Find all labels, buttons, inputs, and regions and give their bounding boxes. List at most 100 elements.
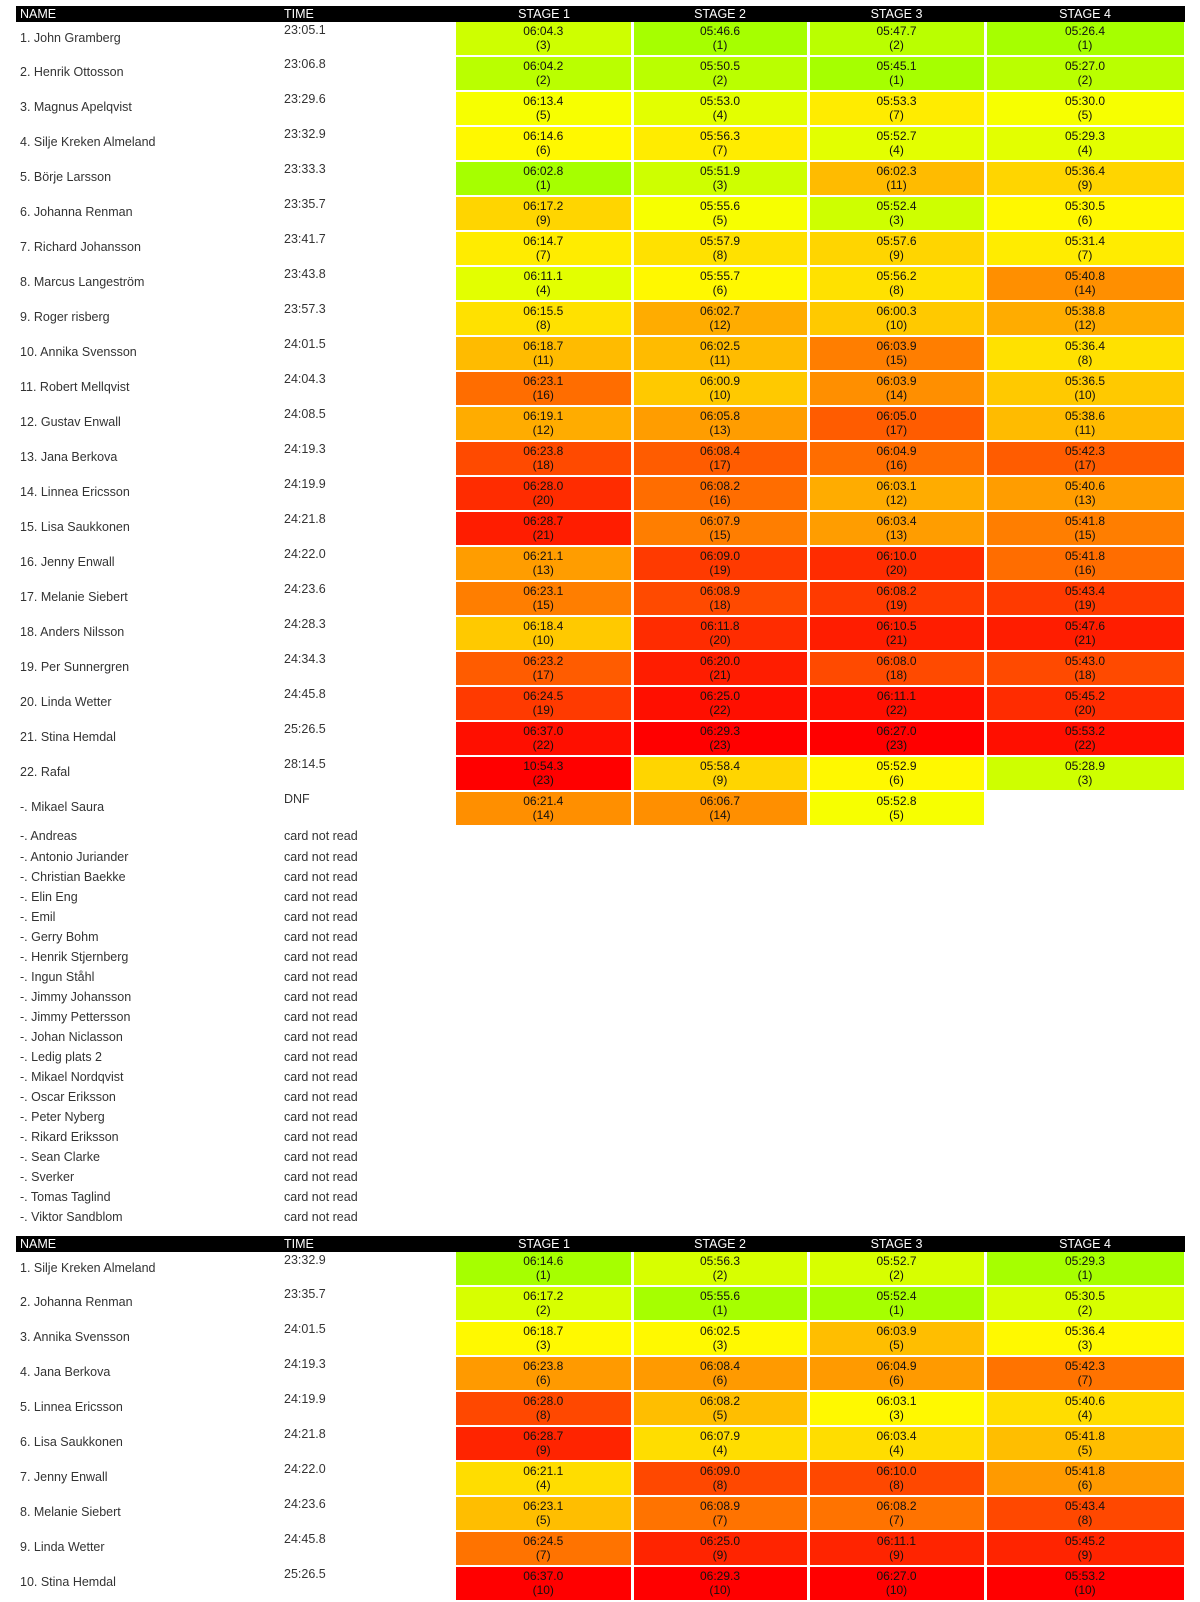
stage-time: 06:03.9 [876, 374, 917, 388]
stage-rank: (9) [712, 773, 728, 787]
empty-cell [808, 907, 985, 927]
stage-rank: (14) [885, 388, 908, 402]
header-stage-2: STAGE 2 [632, 1236, 808, 1252]
stage-3-cell: 06:04.9 (6) [808, 1356, 987, 1392]
stage-rank: (17) [532, 668, 554, 682]
racer-name: -. Ledig plats 2 [20, 1050, 102, 1064]
stage-time: 05:26.4 [1064, 24, 1106, 38]
stage-time: 06:08.4 [699, 444, 741, 458]
stage-rank: (13) [1074, 493, 1096, 507]
stage-time: 05:40.6 [1064, 1394, 1106, 1408]
stage-rank: (4) [535, 283, 551, 297]
stage-2-cell: 06:07.9 (4) [632, 1426, 810, 1462]
stage-rank: (7) [1077, 248, 1093, 262]
table-row: 10. Annika Svensson 24:01.5 06:18.7 (11) 06:… [16, 336, 1187, 372]
stage-4-cell: 05:26.4 (1) [985, 22, 1187, 57]
stage-rank: (22) [885, 703, 908, 717]
stage-rank: (6) [889, 773, 904, 787]
stage-time: 05:30.5 [1064, 199, 1106, 213]
card-status: card not read [284, 1130, 358, 1144]
stage-time: 06:08.9 [699, 584, 741, 598]
racer-name: 1. Silje Kreken Almeland [20, 1261, 156, 1275]
stage-4-cell: 05:41.8 (16) [985, 546, 1187, 582]
stage-rank: (12) [532, 423, 554, 437]
stage-3-cell: 06:03.9 (15) [808, 336, 987, 372]
stage-time: 06:24.5 [523, 689, 564, 703]
racer-name: -. Christian Baekke [20, 870, 126, 884]
stage-time: 06:08.4 [699, 1359, 741, 1373]
stage-time: 06:25.0 [699, 1534, 741, 1548]
stage-time: 06:08.2 [699, 1394, 741, 1408]
stage-3-cell: 06:03.9 (5) [808, 1321, 987, 1357]
stage-time: 05:47.7 [876, 24, 917, 38]
table-row: 22. Rafal 28:14.5 10:54.3 (23) 05:58.4 (9) 05:… [16, 756, 1187, 792]
stage-1-cell: 06:02.8 (1) [456, 161, 634, 197]
card-status: card not read [284, 970, 358, 984]
stage-time: 06:28.7 [523, 1429, 564, 1443]
stage-time: 06:23.8 [523, 444, 564, 458]
racer-name: -. Antonio Juriander [20, 850, 129, 864]
stage-3-cell: 06:08.0 (18) [808, 651, 987, 687]
empty-cell [632, 987, 808, 1007]
stage-rank: (7) [712, 1513, 728, 1527]
racer-name: -. Gerry Bohm [20, 930, 99, 944]
card-status: card not read [284, 870, 358, 884]
total-time: 24:23.6 [284, 582, 326, 596]
stage-time: 05:53.0 [699, 94, 741, 108]
empty-cell [808, 1047, 985, 1067]
stage-time: 06:23.1 [523, 584, 564, 598]
racer-name: -. Henrik Stjernberg [20, 950, 129, 964]
stage-time: 06:10.0 [876, 549, 917, 563]
empty-cell [985, 1067, 1185, 1087]
stage-rank: (13) [532, 563, 554, 577]
empty-cell [985, 907, 1185, 927]
empty-cell [985, 947, 1185, 967]
table-body: 1. Silje Kreken Almeland 23:32.9 06:14.6 (1… [16, 1252, 1187, 1602]
racer-name: 22. Rafal [20, 765, 71, 779]
stage-time: 06:29.3 [699, 724, 741, 738]
stage-4-cell: 05:29.3 (1) [985, 1252, 1187, 1287]
card-status: card not read [284, 930, 358, 944]
stage-1-cell: 06:37.0 (10) [456, 1566, 634, 1602]
stage-2-cell: 05:57.9 (8) [632, 231, 810, 267]
stage-rank: (1) [535, 1268, 551, 1282]
stage-1-cell: 06:24.5 (7) [456, 1531, 634, 1567]
stage-time: 05:56.2 [876, 269, 917, 283]
stage-3-cell: 06:10.0 (20) [808, 546, 987, 582]
stage-time: 05:55.6 [699, 1289, 741, 1303]
header-stage-2: STAGE 2 [632, 6, 808, 22]
total-time: 24:01.5 [284, 1322, 326, 1336]
table-row: 14. Linnea Ericsson 24:19.9 06:28.0 (20) 06:… [16, 476, 1187, 512]
stage-3-cell: 05:52.9 (6) [808, 756, 987, 792]
stage-rank: (16) [1074, 563, 1096, 577]
total-time: 24:04.3 [284, 372, 326, 386]
racer-name: -. Peter Nyberg [20, 1110, 105, 1124]
stage-4-cell: 05:30.5 (6) [985, 196, 1187, 232]
stage-rank: (8) [1077, 1513, 1093, 1527]
racer-name: 4. Silje Kreken Almeland [20, 135, 156, 149]
total-time: 23:33.3 [284, 162, 326, 176]
card-not-read-row: -. Ledig plats 2 card not read [16, 1047, 1185, 1067]
stage-time: 06:09.0 [699, 1464, 741, 1478]
stage-1-cell: 06:13.4 (5) [456, 91, 634, 127]
stage-1-cell: 06:21.1 (4) [456, 1461, 634, 1497]
racer-name: 20. Linda Wetter [20, 695, 112, 709]
stage-rank: (4) [889, 143, 904, 157]
total-time: 24:45.8 [284, 1532, 326, 1546]
stage-time: 06:04.2 [523, 59, 564, 73]
racer-name: 13. Jana Berkova [20, 450, 118, 464]
stage-rank: (3) [889, 1408, 904, 1422]
empty-cell [456, 1187, 632, 1207]
table-row: 9. Roger risberg 23:57.3 06:15.5 (8) 06:02.7… [16, 301, 1187, 337]
empty-cell [808, 947, 985, 967]
stage-rank: (10) [885, 1583, 908, 1597]
card-not-read-row: -. Mikael Nordqvist card not read [16, 1067, 1185, 1087]
stage-3-cell: 06:11.1 (9) [808, 1531, 987, 1567]
stage-2-cell: 06:08.9 (18) [632, 581, 810, 617]
stage-2-cell: 05:55.7 (6) [632, 266, 810, 302]
table-header: NAME TIME STAGE 1 STAGE 2 STAGE 3 STAGE … [16, 6, 1185, 22]
empty-cell [632, 1127, 808, 1147]
stage-2-cell: 06:02.5 (3) [632, 1321, 810, 1357]
racer-name: 8. Marcus Langeström [20, 275, 145, 289]
empty-cell [456, 907, 632, 927]
